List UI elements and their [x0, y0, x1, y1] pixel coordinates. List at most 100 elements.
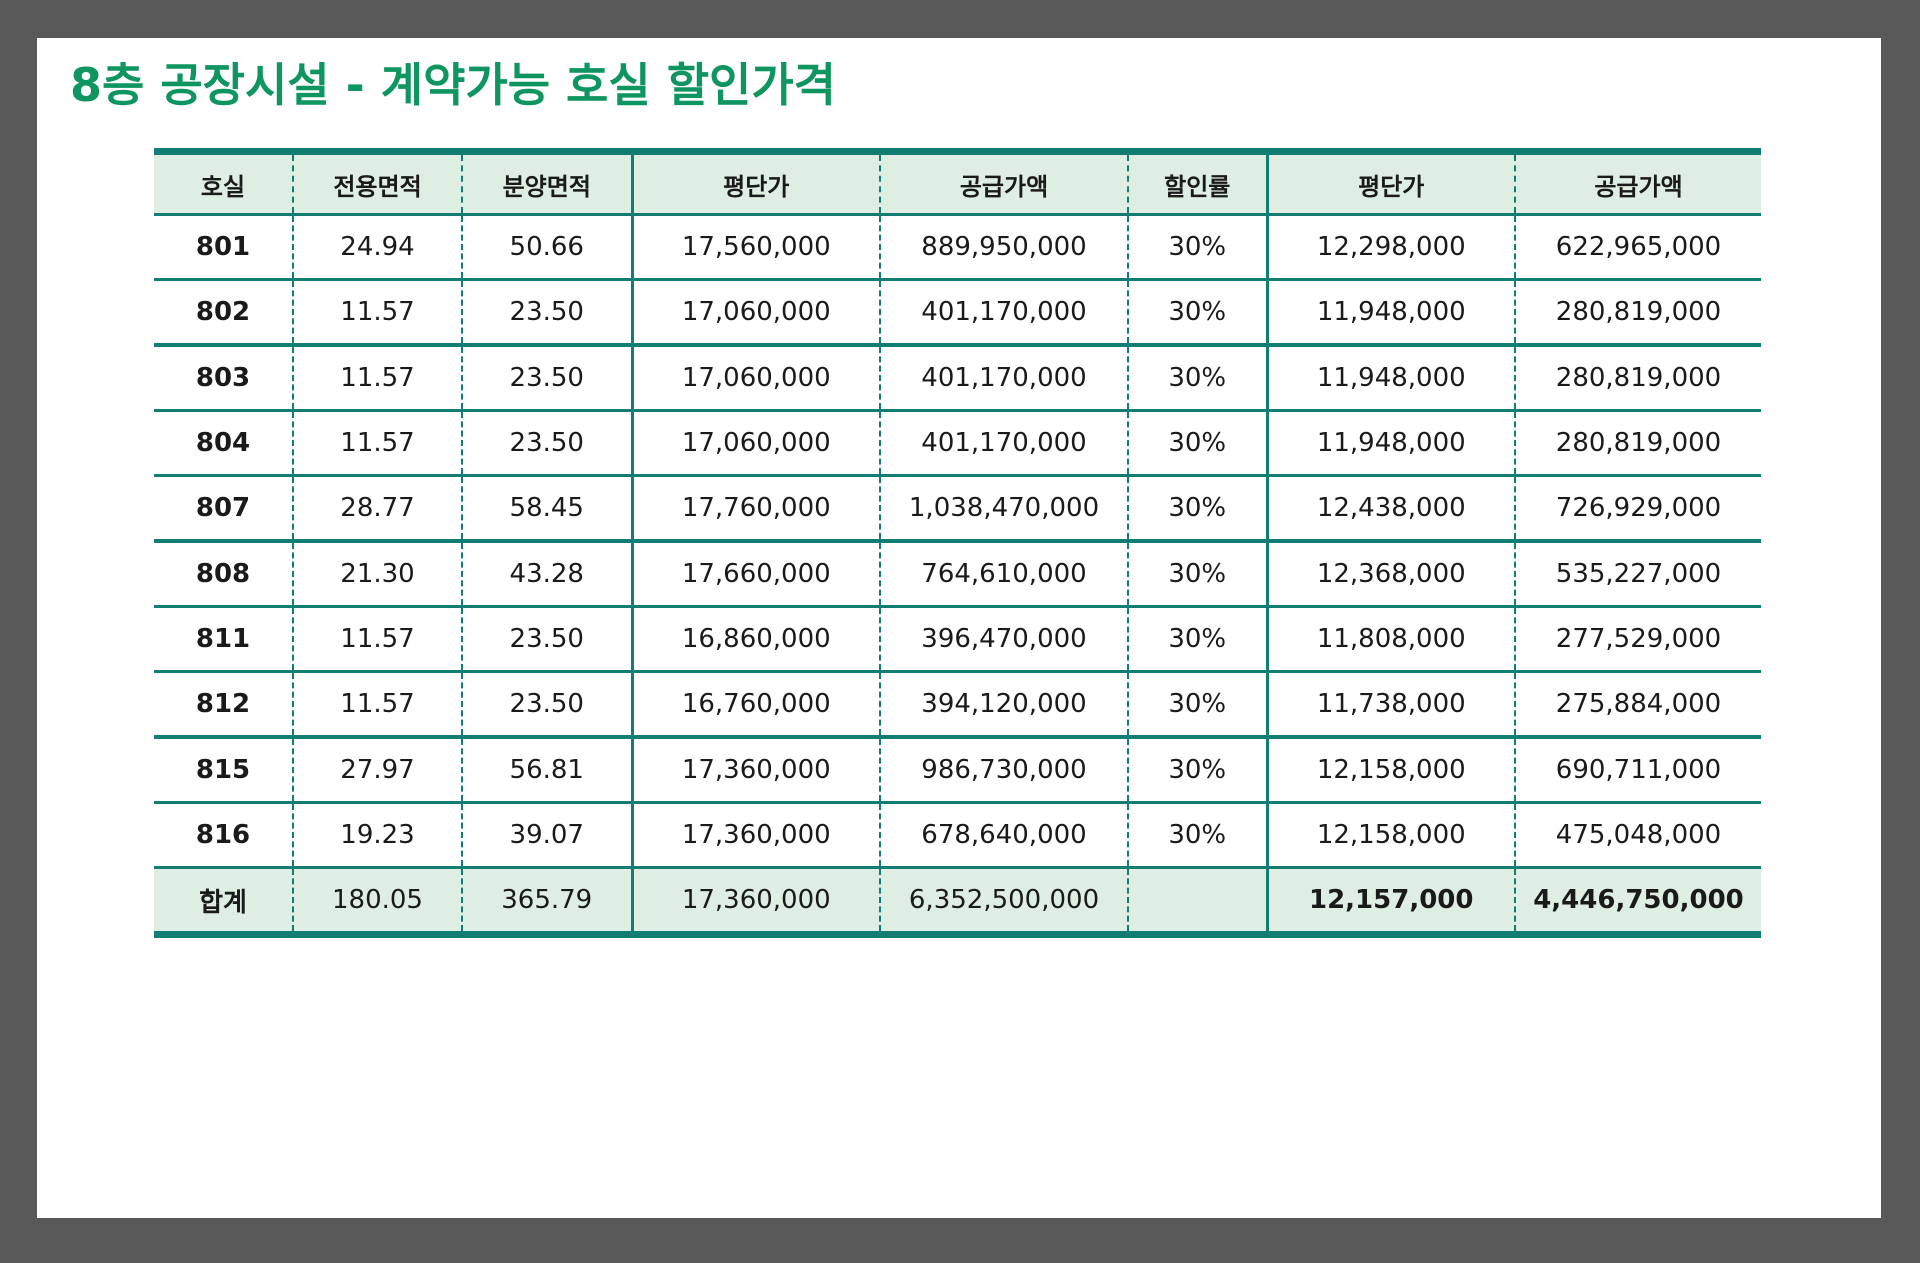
cell-discounted-unit-price: 12,298,000 — [1266, 214, 1516, 281]
cell-exclusive-area: 11.57 — [292, 279, 463, 347]
table-row: 811 11.57 23.50 16,860,000 396,470,000 3… — [154, 606, 1761, 673]
total-unit-price: 17,360,000 — [631, 867, 881, 935]
document-page: 8층 공장시설 - 계약가능 호실 할인가격 호실 전용면적 분양면적 평단가 … — [37, 38, 1881, 1218]
total-sale-area: 365.79 — [461, 867, 634, 935]
cell-discounted-unit-price: 12,438,000 — [1266, 475, 1516, 543]
table-row: 804 11.57 23.50 17,060,000 401,170,000 3… — [154, 410, 1761, 477]
table-row: 802 11.57 23.50 17,060,000 401,170,000 3… — [154, 279, 1761, 347]
cell-room: 815 — [154, 737, 294, 804]
table-total-row: 합계 180.05 365.79 17,360,000 6,352,500,00… — [154, 867, 1761, 935]
cell-unit-price: 17,560,000 — [631, 214, 881, 281]
cell-discounted-unit-price: 12,368,000 — [1266, 541, 1516, 608]
cell-discount-rate: 30% — [1127, 606, 1269, 673]
cell-discount-rate: 30% — [1127, 345, 1269, 412]
cell-room: 807 — [154, 475, 294, 543]
header-exclusive-area: 전용면적 — [292, 151, 463, 216]
cell-discounted-unit-price: 11,738,000 — [1266, 671, 1516, 739]
cell-discounted-supply-price: 726,929,000 — [1514, 475, 1761, 543]
cell-supply-price: 889,950,000 — [879, 214, 1129, 281]
cell-supply-price: 401,170,000 — [879, 345, 1129, 412]
cell-room: 816 — [154, 802, 294, 869]
cell-unit-price: 16,860,000 — [631, 606, 881, 673]
cell-exclusive-area: 11.57 — [292, 410, 463, 477]
cell-unit-price: 17,360,000 — [631, 802, 881, 869]
cell-discounted-supply-price: 275,884,000 — [1514, 671, 1761, 739]
cell-room: 811 — [154, 606, 294, 673]
cell-discounted-supply-price: 277,529,000 — [1514, 606, 1761, 673]
cell-supply-price: 678,640,000 — [879, 802, 1129, 869]
cell-discount-rate: 30% — [1127, 671, 1269, 739]
cell-discount-rate: 30% — [1127, 475, 1269, 543]
cell-discount-rate: 30% — [1127, 541, 1269, 608]
cell-discounted-unit-price: 11,948,000 — [1266, 345, 1516, 412]
cell-discounted-supply-price: 535,227,000 — [1514, 541, 1761, 608]
table-row: 808 21.30 43.28 17,660,000 764,610,000 3… — [154, 541, 1761, 608]
table-row: 812 11.57 23.50 16,760,000 394,120,000 3… — [154, 671, 1761, 739]
cell-unit-price: 17,760,000 — [631, 475, 881, 543]
table-row: 816 19.23 39.07 17,360,000 678,640,000 3… — [154, 802, 1761, 869]
price-table: 호실 전용면적 분양면적 평단가 공급가액 할인률 평단가 공급가액 801 2… — [154, 148, 1761, 938]
cell-exclusive-area: 11.57 — [292, 606, 463, 673]
cell-exclusive-area: 19.23 — [292, 802, 463, 869]
total-discount-rate — [1127, 867, 1269, 935]
header-discount-rate: 할인률 — [1127, 151, 1269, 216]
cell-sale-area: 23.50 — [461, 345, 634, 412]
cell-discounted-supply-price: 690,711,000 — [1514, 737, 1761, 804]
cell-discounted-supply-price: 280,819,000 — [1514, 410, 1761, 477]
cell-discounted-unit-price: 11,948,000 — [1266, 279, 1516, 347]
cell-discounted-supply-price: 280,819,000 — [1514, 345, 1761, 412]
cell-exclusive-area: 28.77 — [292, 475, 463, 543]
cell-discounted-unit-price: 12,158,000 — [1266, 737, 1516, 804]
total-exclusive-area: 180.05 — [292, 867, 463, 935]
cell-room: 801 — [154, 214, 294, 281]
total-supply-price: 6,352,500,000 — [879, 867, 1129, 935]
cell-room: 812 — [154, 671, 294, 739]
cell-exclusive-area: 11.57 — [292, 671, 463, 739]
cell-room: 808 — [154, 541, 294, 608]
cell-room: 803 — [154, 345, 294, 412]
cell-supply-price: 401,170,000 — [879, 410, 1129, 477]
cell-discount-rate: 30% — [1127, 802, 1269, 869]
cell-room: 802 — [154, 279, 294, 347]
total-label: 합계 — [154, 867, 294, 935]
cell-unit-price: 17,060,000 — [631, 279, 881, 347]
cell-supply-price: 394,120,000 — [879, 671, 1129, 739]
cell-sale-area: 56.81 — [461, 737, 634, 804]
header-sale-area: 분양면적 — [461, 151, 634, 216]
header-supply-price: 공급가액 — [879, 151, 1129, 216]
cell-discount-rate: 30% — [1127, 410, 1269, 477]
cell-sale-area: 58.45 — [461, 475, 634, 543]
cell-discounted-unit-price: 12,158,000 — [1266, 802, 1516, 869]
total-discounted-unit-price: 12,157,000 — [1266, 867, 1516, 935]
cell-discounted-unit-price: 11,948,000 — [1266, 410, 1516, 477]
table-row: 807 28.77 58.45 17,760,000 1,038,470,000… — [154, 475, 1761, 543]
cell-discounted-supply-price: 475,048,000 — [1514, 802, 1761, 869]
cell-discount-rate: 30% — [1127, 214, 1269, 281]
cell-unit-price: 17,360,000 — [631, 737, 881, 804]
cell-sale-area: 23.50 — [461, 606, 634, 673]
cell-sale-area: 23.50 — [461, 671, 634, 739]
cell-exclusive-area: 11.57 — [292, 345, 463, 412]
cell-exclusive-area: 27.97 — [292, 737, 463, 804]
cell-exclusive-area: 21.30 — [292, 541, 463, 608]
header-discounted-unit-price: 평단가 — [1266, 151, 1516, 216]
cell-sale-area: 39.07 — [461, 802, 634, 869]
cell-sale-area: 23.50 — [461, 410, 634, 477]
table-row: 815 27.97 56.81 17,360,000 986,730,000 3… — [154, 737, 1761, 804]
table-row: 803 11.57 23.50 17,060,000 401,170,000 3… — [154, 345, 1761, 412]
cell-supply-price: 396,470,000 — [879, 606, 1129, 673]
header-unit-price: 평단가 — [631, 151, 881, 216]
cell-room: 804 — [154, 410, 294, 477]
cell-unit-price: 16,760,000 — [631, 671, 881, 739]
page-title: 8층 공장시설 - 계약가능 호실 할인가격 — [70, 58, 836, 112]
cell-discounted-unit-price: 11,808,000 — [1266, 606, 1516, 673]
cell-sale-area: 50.66 — [461, 214, 634, 281]
table-row: 801 24.94 50.66 17,560,000 889,950,000 3… — [154, 214, 1761, 281]
cell-supply-price: 1,038,470,000 — [879, 475, 1129, 543]
header-room: 호실 — [154, 151, 294, 216]
header-discounted-supply-price: 공급가액 — [1514, 151, 1761, 216]
cell-unit-price: 17,660,000 — [631, 541, 881, 608]
cell-supply-price: 764,610,000 — [879, 541, 1129, 608]
cell-sale-area: 43.28 — [461, 541, 634, 608]
total-discounted-supply-price: 4,446,750,000 — [1514, 867, 1761, 935]
